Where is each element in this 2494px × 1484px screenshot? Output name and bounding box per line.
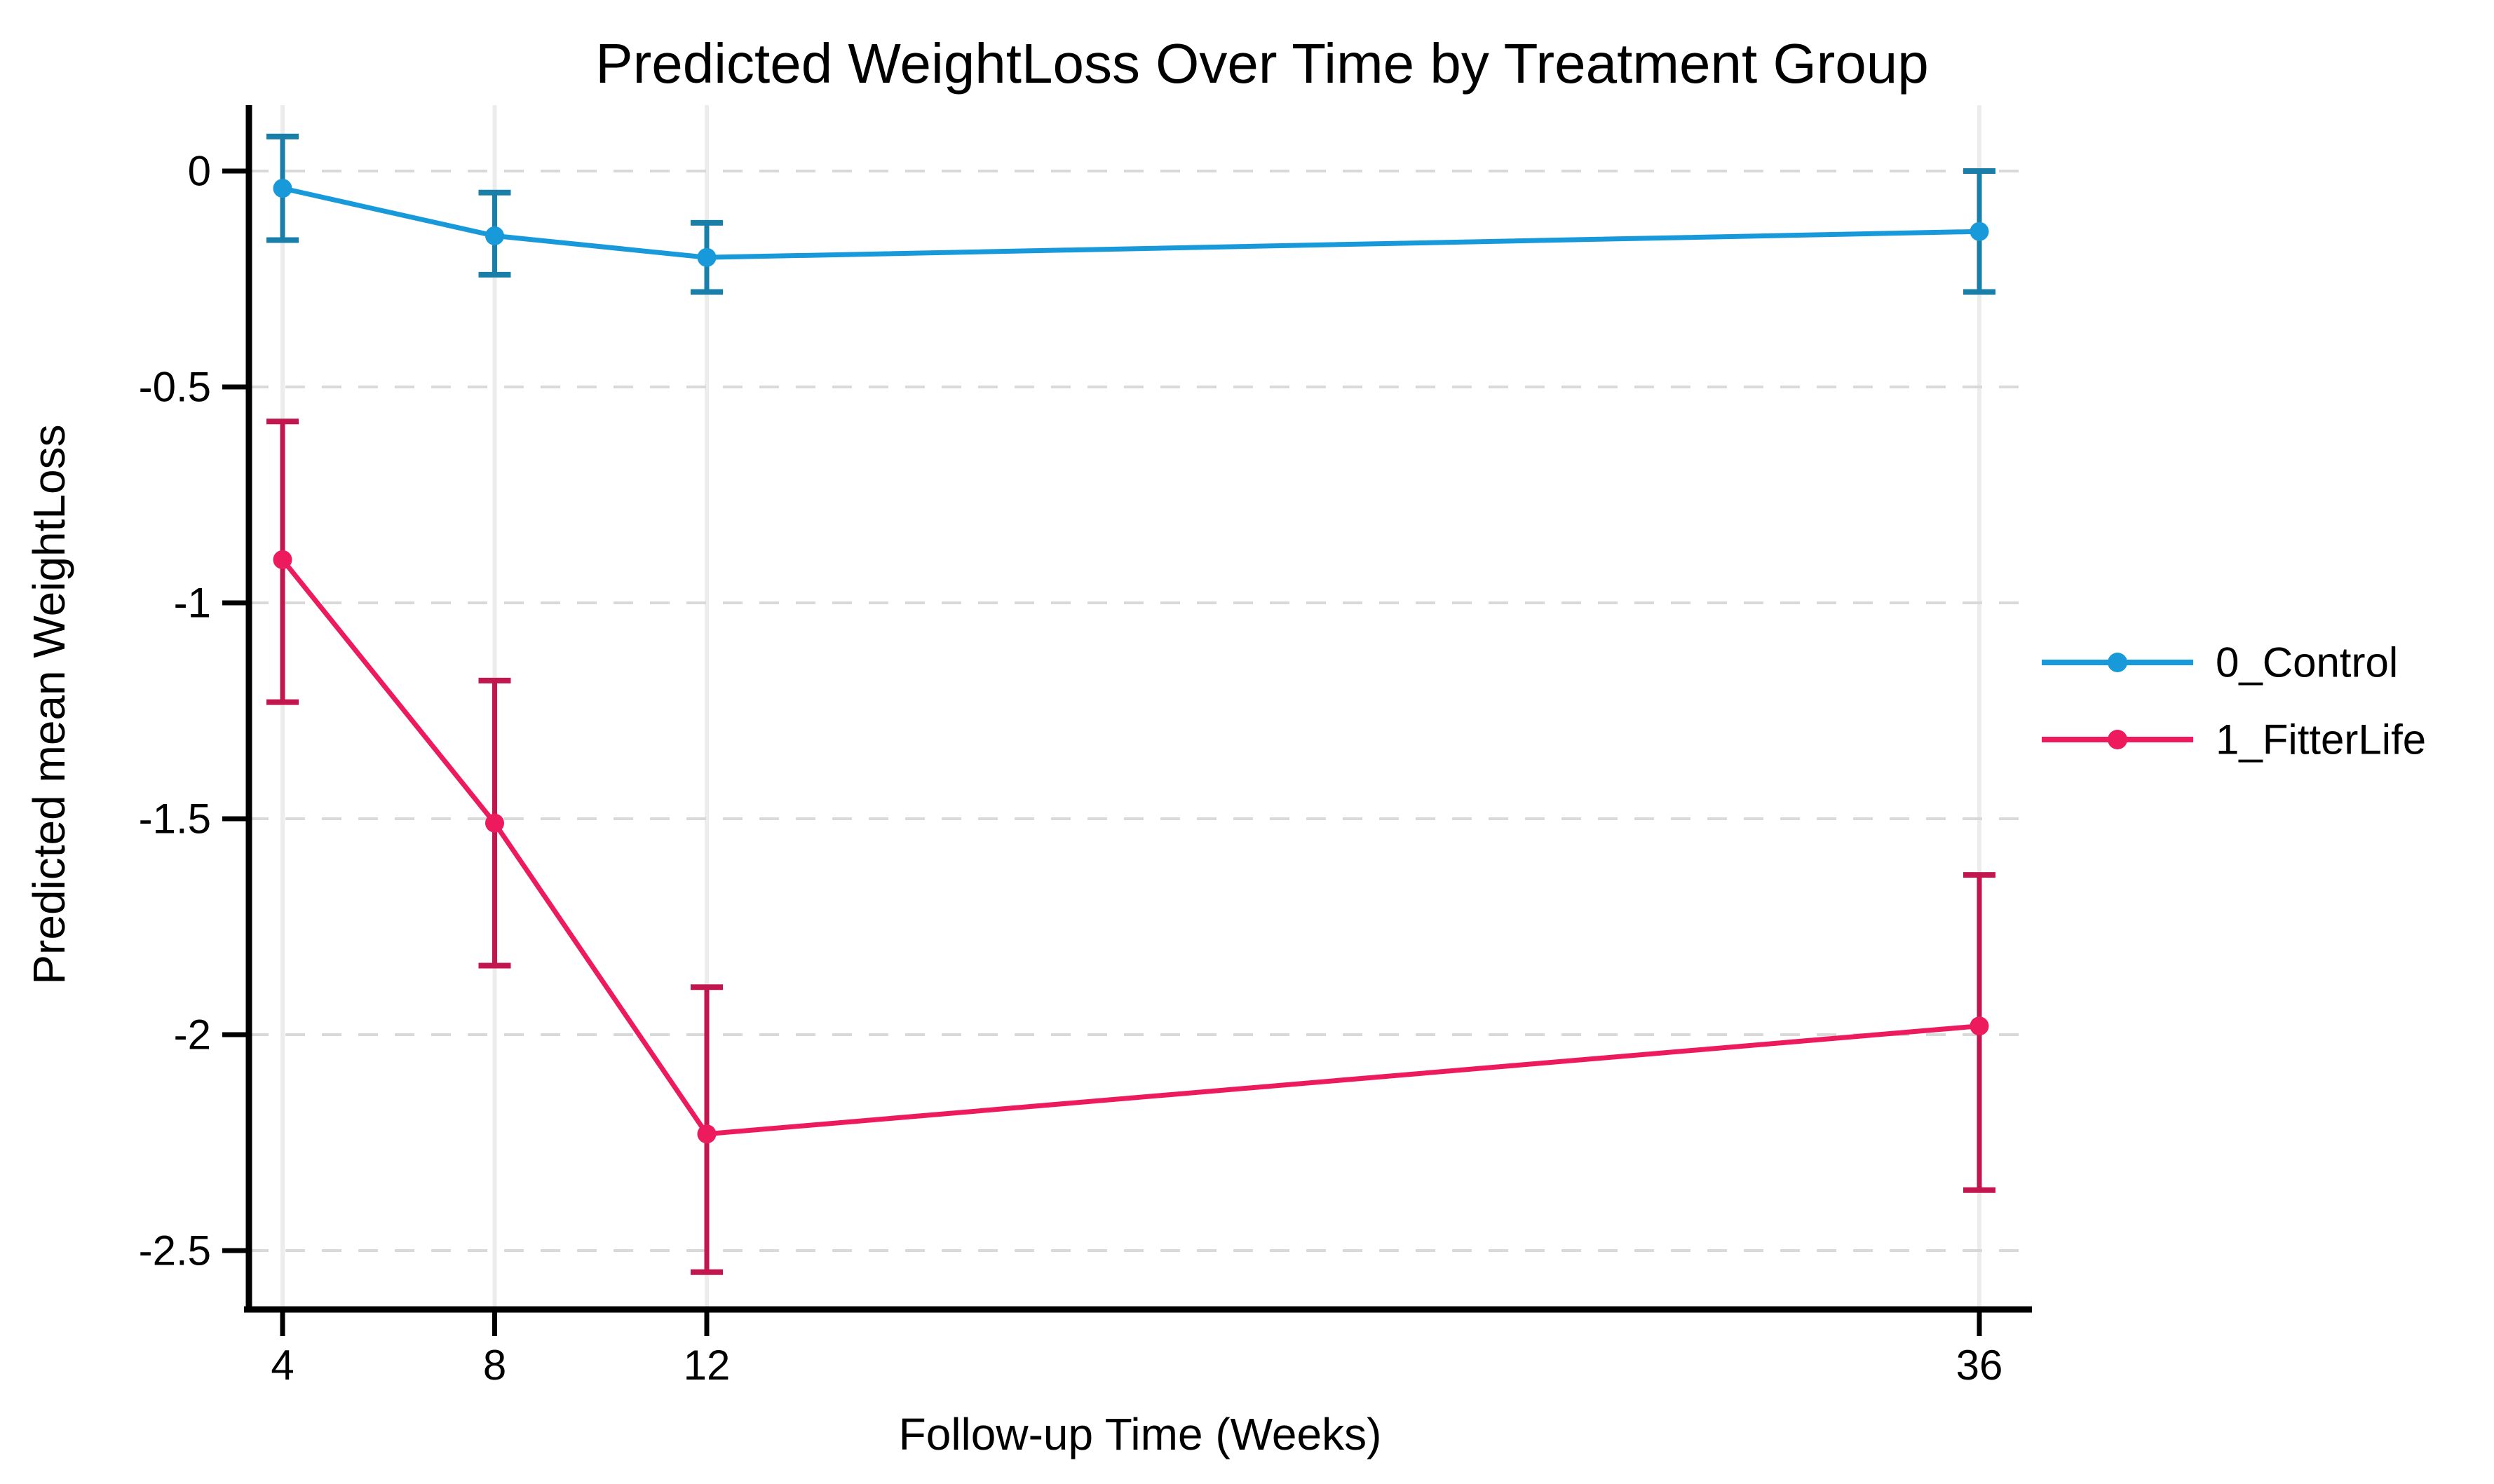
gridlines xyxy=(249,105,2032,1309)
data-point-1_FitterLife xyxy=(697,1124,717,1144)
series-line-1_FitterLife xyxy=(280,558,1980,1137)
y-tick-label: 0 xyxy=(188,148,211,195)
legend-label-control: 0_Control xyxy=(2216,639,2398,686)
series-line-0_Control xyxy=(282,186,1980,260)
series-plot xyxy=(266,133,1995,1275)
data-point-0_Control xyxy=(697,247,717,267)
chart-title: Predicted WeightLoss Over Time by Treatm… xyxy=(595,32,1929,95)
legend xyxy=(2042,653,2193,749)
y-tick-label: -1 xyxy=(174,580,211,627)
legend-label-fitterlife: 1_FitterLife xyxy=(2216,716,2426,763)
data-point-1_FitterLife xyxy=(1970,1016,1989,1036)
x-tick-label: 4 xyxy=(271,1342,294,1389)
data-point-0_Control xyxy=(1970,222,1989,241)
y-tick-label: -2.5 xyxy=(139,1227,211,1274)
axes: 0 -0.5 -1 -1.5 -2 -2.5 4 8 12 36 xyxy=(139,105,2032,1389)
legend-marker-dot xyxy=(2108,653,2127,672)
y-tick-label: -2 xyxy=(174,1012,211,1058)
x-tick-label: 8 xyxy=(483,1342,506,1389)
legend-marker-dot xyxy=(2108,730,2127,749)
data-point-0_Control xyxy=(485,226,504,245)
x-axis-label: Follow-up Time (Weeks) xyxy=(899,1409,1382,1459)
y-tick-label: -1.5 xyxy=(139,796,211,843)
x-tick-label: 12 xyxy=(684,1342,731,1389)
x-tick-label: 36 xyxy=(1956,1342,2003,1389)
data-point-0_Control xyxy=(273,179,292,198)
y-tick-label: -0.5 xyxy=(139,364,211,411)
data-point-1_FitterLife xyxy=(273,550,292,569)
data-point-1_FitterLife xyxy=(485,813,504,833)
y-axis-label: Predicted mean WeightLoss xyxy=(24,424,74,984)
